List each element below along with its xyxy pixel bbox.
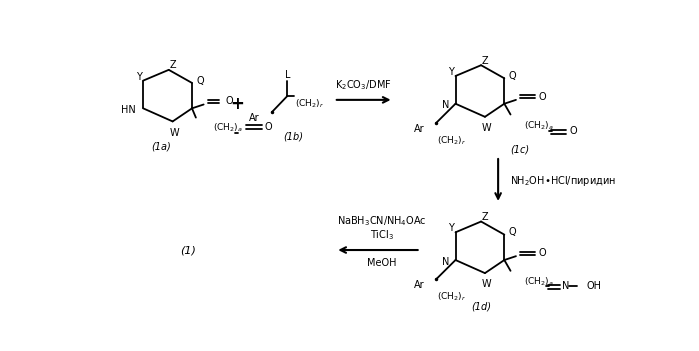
Text: (CH$_2$)$_a$: (CH$_2$)$_a$	[213, 121, 243, 134]
Text: (1a): (1a)	[151, 142, 171, 152]
Text: (CH$_2$)$_r$: (CH$_2$)$_r$	[437, 134, 466, 147]
Text: Q: Q	[196, 75, 204, 86]
Text: Y: Y	[448, 224, 454, 233]
Text: (CH$_2$)$_a$: (CH$_2$)$_a$	[524, 276, 554, 288]
Text: O: O	[538, 248, 546, 258]
Text: N: N	[562, 281, 569, 291]
Text: MeOH: MeOH	[367, 258, 396, 268]
Text: (1c): (1c)	[510, 145, 529, 155]
Text: O: O	[225, 97, 233, 106]
Text: O: O	[265, 122, 273, 132]
Text: Q: Q	[509, 71, 517, 81]
Text: (1): (1)	[180, 245, 196, 255]
Text: (CH$_2$)$_a$: (CH$_2$)$_a$	[524, 119, 554, 132]
Text: K$_2$CO$_3$/DMF: K$_2$CO$_3$/DMF	[335, 78, 391, 92]
Text: L: L	[284, 70, 290, 80]
Text: (1d): (1d)	[471, 301, 491, 311]
Text: (CH$_2$)$_r$: (CH$_2$)$_r$	[295, 98, 324, 110]
Text: W: W	[169, 128, 179, 138]
Text: Y: Y	[448, 67, 454, 77]
Text: Ar: Ar	[414, 124, 424, 134]
Text: N: N	[442, 257, 449, 266]
Text: Y: Y	[136, 72, 141, 82]
Text: Ar: Ar	[249, 113, 259, 122]
Text: (CH$_2$)$_r$: (CH$_2$)$_r$	[437, 291, 466, 303]
Text: Z: Z	[482, 212, 489, 222]
Text: W: W	[482, 279, 491, 289]
Text: O: O	[570, 126, 577, 137]
Text: O: O	[538, 92, 546, 102]
Text: NH$_2$OH$\bullet$HCl/пиридин: NH$_2$OH$\bullet$HCl/пиридин	[510, 174, 616, 188]
Text: W: W	[482, 123, 491, 133]
Text: TiCl$_3$: TiCl$_3$	[370, 229, 394, 242]
Text: Z: Z	[169, 60, 176, 70]
Text: (1b): (1b)	[284, 132, 303, 142]
Text: HN: HN	[121, 105, 136, 115]
Text: Ar: Ar	[414, 280, 424, 290]
Text: Z: Z	[482, 55, 489, 66]
Text: Q: Q	[509, 227, 517, 237]
Text: +: +	[230, 95, 244, 113]
Text: NaBH$_3$CN/NH$_4$OAc: NaBH$_3$CN/NH$_4$OAc	[337, 215, 426, 229]
Text: N: N	[442, 100, 449, 110]
Text: OH: OH	[586, 281, 601, 291]
